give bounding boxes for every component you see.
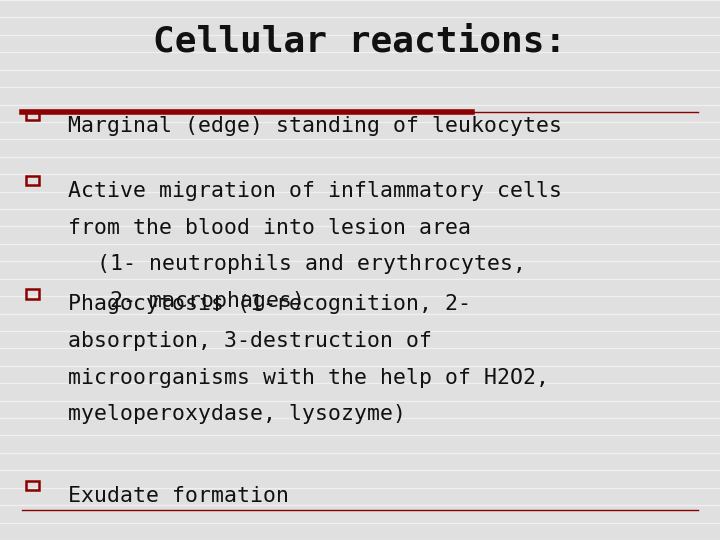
Text: 2- macrophages): 2- macrophages) <box>97 291 305 311</box>
Text: Phagocytosis (1-recognition, 2-: Phagocytosis (1-recognition, 2- <box>68 294 472 314</box>
Text: Cellular reactions:: Cellular reactions: <box>153 24 567 58</box>
Text: Active migration of inflammatory cells: Active migration of inflammatory cells <box>68 181 562 201</box>
Text: absorption, 3-destruction of: absorption, 3-destruction of <box>68 331 433 351</box>
Text: myeloperoxydase, lysozyme): myeloperoxydase, lysozyme) <box>68 404 406 424</box>
Text: Marginal (edge) standing of leukocytes: Marginal (edge) standing of leukocytes <box>68 116 562 136</box>
Text: microorganisms with the help of H2O2,: microorganisms with the help of H2O2, <box>68 368 549 388</box>
Text: from the blood into lesion area: from the blood into lesion area <box>68 218 472 238</box>
Text: Exudate formation: Exudate formation <box>68 486 289 506</box>
Text: (1- neutrophils and erythrocytes,: (1- neutrophils and erythrocytes, <box>97 254 526 274</box>
